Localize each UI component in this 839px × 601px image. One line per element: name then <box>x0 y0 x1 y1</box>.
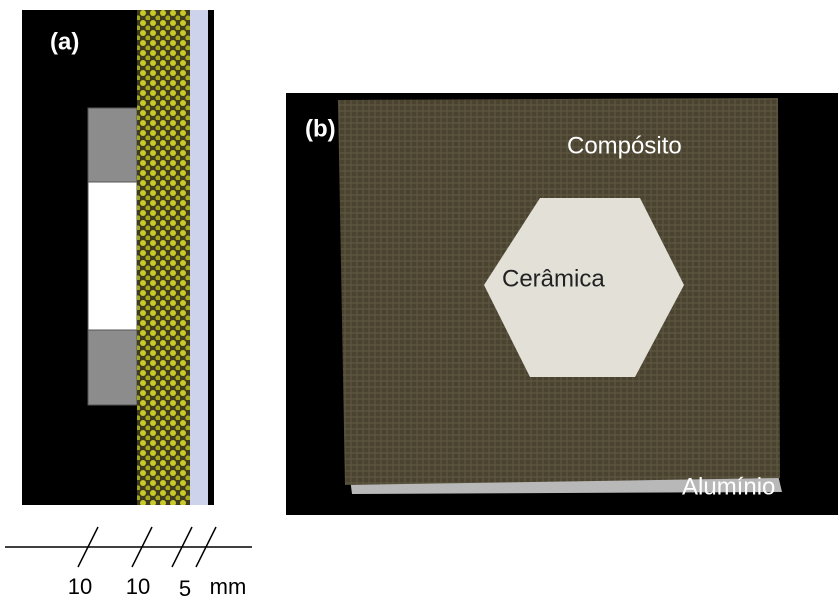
panel-label: (a) <box>50 28 79 55</box>
figure: (a) 10 10 5 mm (b) Compósito Cerâmica Al… <box>0 0 839 601</box>
ceramic-block <box>88 182 137 330</box>
scale-label: mm <box>210 574 247 599</box>
composite-label: Compósito <box>567 132 682 159</box>
scale-label: 10 <box>126 574 150 599</box>
scale-label: 10 <box>68 574 92 599</box>
ceramic-label: Cerâmica <box>502 265 605 292</box>
gray-block <box>88 330 137 405</box>
aluminum-layer <box>190 10 208 505</box>
scale-label: 5 <box>179 576 191 601</box>
panel-a: (a) <box>22 10 214 505</box>
scale <box>5 527 252 567</box>
panel-b: (b) Compósito Cerâmica Alumínio <box>286 93 838 515</box>
composite-layer <box>137 10 190 505</box>
page: (a) 10 10 5 mm (b) Compósito Cerâmica Al… <box>0 0 839 601</box>
gray-block <box>88 108 137 182</box>
aluminum-label: Alumínio <box>682 473 775 500</box>
panel-label: (b) <box>305 115 336 142</box>
